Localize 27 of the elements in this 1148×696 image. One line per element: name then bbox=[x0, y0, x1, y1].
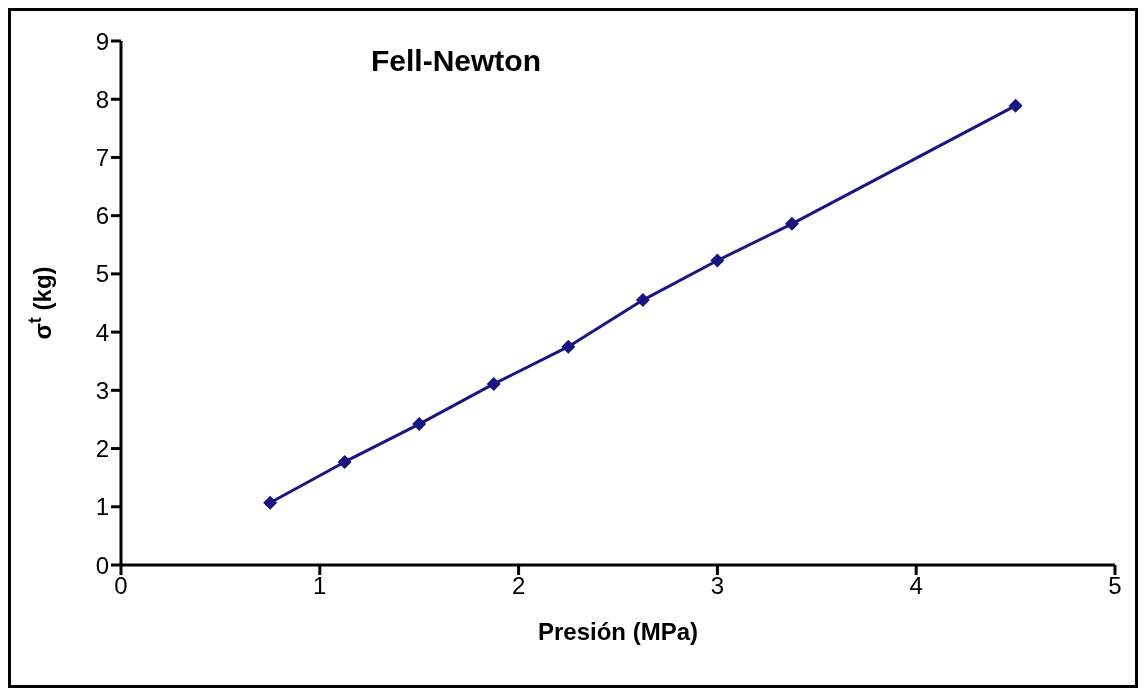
y-tick-label: 0 bbox=[95, 551, 109, 579]
point bbox=[412, 417, 427, 432]
y-tick-label: 8 bbox=[95, 85, 109, 113]
y-tick-label: 5 bbox=[95, 260, 109, 288]
point bbox=[710, 253, 725, 268]
point bbox=[635, 293, 650, 308]
y-tick-label: 4 bbox=[95, 318, 109, 346]
point bbox=[561, 339, 576, 354]
y-tick-label: 3 bbox=[95, 376, 109, 404]
chart-title: Fell-Newton bbox=[371, 44, 541, 77]
y-tick-label: 9 bbox=[95, 27, 109, 55]
y-tick-label: 7 bbox=[95, 143, 109, 171]
point bbox=[337, 454, 352, 469]
y-tick-label: 6 bbox=[95, 202, 109, 230]
point bbox=[784, 216, 799, 231]
point bbox=[486, 376, 501, 391]
point bbox=[1008, 98, 1023, 113]
x-tick-label: 2 bbox=[511, 572, 526, 600]
x-tick-label: 4 bbox=[909, 572, 923, 600]
y-tick-label: 1 bbox=[95, 493, 109, 521]
x-tick-label: 3 bbox=[710, 572, 725, 600]
point bbox=[263, 495, 278, 510]
x-tick-label: 1 bbox=[313, 572, 327, 600]
x-tick-label: 5 bbox=[1108, 572, 1122, 600]
y-tick-label: 2 bbox=[95, 435, 109, 463]
x-axis-title: Presión (MPa) bbox=[537, 618, 699, 645]
x-tick-label: 0 bbox=[114, 572, 128, 600]
